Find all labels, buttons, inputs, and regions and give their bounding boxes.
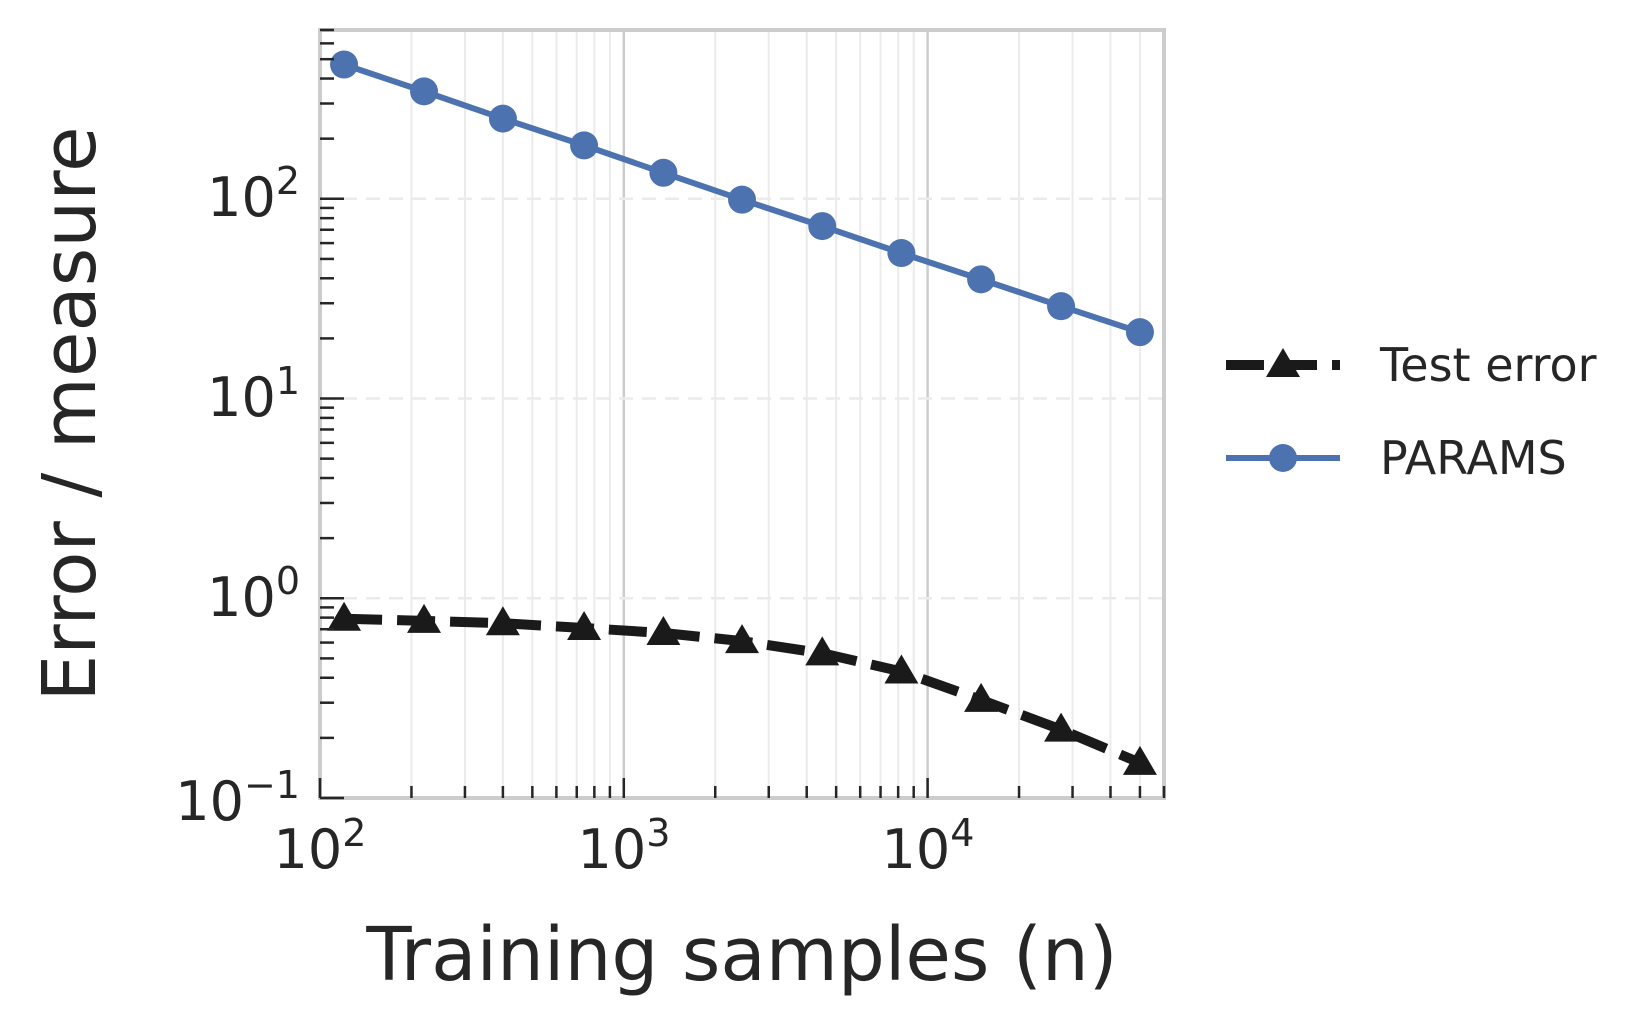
data-point-params [728, 185, 757, 214]
data-point-test-error [407, 603, 442, 633]
data-point-test-error [805, 636, 840, 666]
y-tick-label-3: 102 [207, 159, 300, 229]
y-tick-label-2: 101 [207, 359, 300, 429]
series-layer [327, 50, 1157, 775]
plot-frame [318, 28, 1166, 800]
y-tick-labels: 10−1 100 101 102 [175, 159, 300, 833]
data-point-test-error [567, 610, 602, 640]
y-tick-label-0: 10−1 [175, 763, 300, 833]
legend-entry-test-error: Test error [1226, 338, 1597, 392]
legend-label-params: PARAMS [1380, 431, 1567, 485]
data-point-params [488, 104, 517, 133]
legend-marker-triangle [1266, 348, 1300, 377]
grid [320, 30, 1165, 798]
data-point-test-error [884, 654, 919, 684]
legend-label-test-error: Test error [1379, 338, 1597, 392]
data-point-params [808, 212, 837, 241]
legend: Test error PARAMS [1226, 338, 1597, 485]
legend-entry-params: PARAMS [1226, 431, 1567, 485]
data-point-params [1125, 318, 1154, 347]
data-point-test-error [327, 601, 362, 631]
data-point-test-error [646, 616, 681, 646]
data-point-test-error [1122, 745, 1157, 775]
ticks [318, 28, 1166, 800]
data-point-test-error [725, 624, 760, 654]
data-point-test-error [485, 606, 520, 636]
y-axis-title: Error / measure [27, 126, 113, 701]
x-tick-label-0: 102 [274, 811, 367, 881]
data-point-params [649, 158, 678, 187]
data-point-params [330, 50, 359, 79]
data-point-params [410, 77, 439, 106]
x-tick-label-2: 104 [882, 811, 975, 881]
legend-marker-circle [1269, 444, 1297, 472]
data-point-params [967, 265, 996, 294]
x-tick-label-1: 103 [578, 811, 671, 881]
y-tick-label-1: 100 [207, 559, 300, 629]
x-axis-title: Training samples (n) [365, 912, 1117, 998]
data-point-params [887, 239, 916, 268]
data-point-test-error [964, 682, 999, 712]
data-point-params [1047, 292, 1076, 321]
data-point-test-error [1044, 712, 1079, 742]
data-point-params [570, 131, 599, 160]
x-tick-labels: 102 103 104 [274, 811, 975, 881]
